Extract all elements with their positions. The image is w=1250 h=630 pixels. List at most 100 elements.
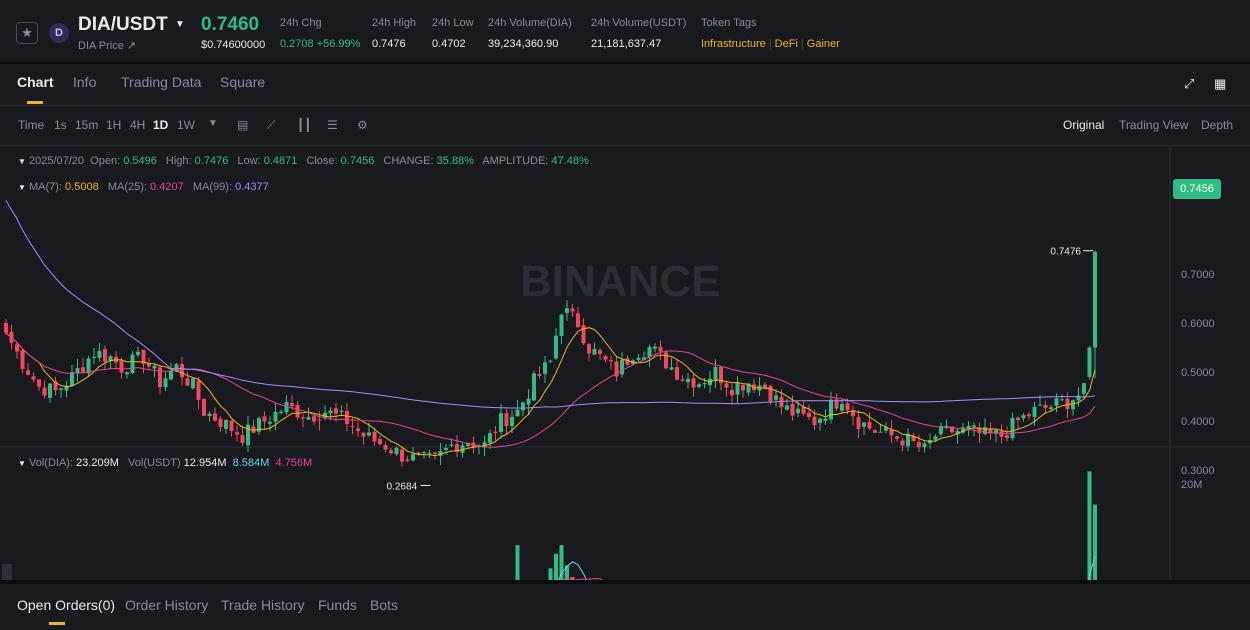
candle-body <box>202 398 206 416</box>
candle-body <box>229 420 234 431</box>
candle-body <box>466 443 470 447</box>
candle-body <box>829 399 833 420</box>
candle-body <box>713 367 718 382</box>
candle-body <box>570 308 575 312</box>
view-trading-view[interactable]: Trading View <box>1119 118 1189 132</box>
candle-body <box>1005 435 1009 439</box>
tab-square[interactable]: Square <box>220 74 266 90</box>
candle-body <box>97 351 102 358</box>
tab-info[interactable]: Info <box>73 74 97 90</box>
candle-body <box>345 411 349 425</box>
tab-bots[interactable]: Bots <box>370 597 399 613</box>
candle-body <box>185 378 190 386</box>
candle-body <box>878 431 883 433</box>
stat-24h-high: 24h High 0.7476 <box>372 17 417 50</box>
candle-body <box>680 379 685 381</box>
expand-icon[interactable]: ⤢ <box>1184 76 1195 91</box>
candle-body <box>449 444 454 446</box>
interval-1w[interactable]: 1W <box>177 118 195 132</box>
candle-body <box>834 399 839 409</box>
candle-body <box>658 346 663 352</box>
interval-dropdown-icon[interactable]: ▼ <box>208 118 218 129</box>
candle-body <box>653 346 657 349</box>
candle-body <box>70 372 74 387</box>
y-tick-label: 0.7000 <box>1181 269 1215 281</box>
tag-infrastructure[interactable]: Infrastructure <box>701 38 766 50</box>
candle-body <box>686 378 690 383</box>
token-tags: Token Tags Infrastructure | DeFi | Gainer <box>701 17 840 50</box>
pair-dropdown-caret-icon[interactable]: ▼ <box>175 19 185 30</box>
indicator-icon[interactable]: ⟋ <box>267 118 276 132</box>
calendar-icon[interactable]: ▤ <box>237 118 249 132</box>
candle-body <box>411 453 415 461</box>
candle-body <box>642 357 646 361</box>
ma7-line <box>5 327 1096 457</box>
candle-body <box>334 408 338 414</box>
tab-chart[interactable]: Chart <box>17 74 54 90</box>
candle-body <box>42 387 47 396</box>
candle-body <box>152 365 157 369</box>
candle-body <box>851 410 855 417</box>
candle-body <box>235 432 239 435</box>
candle-body <box>581 325 586 344</box>
candle-body <box>664 352 668 369</box>
ohlc-info-line: ▼ 2025/07/20 Open: 0.5496 High: 0.7476 L… <box>18 155 589 167</box>
interval-1h[interactable]: 1H <box>106 118 122 132</box>
time-label[interactable]: Time <box>18 118 45 132</box>
candle-body <box>515 409 520 417</box>
volume-bar <box>515 545 520 580</box>
coin-logo-icon: D <box>49 23 69 43</box>
tab-trading-data[interactable]: Trading Data <box>121 74 202 90</box>
candle-body <box>1065 398 1070 410</box>
candle-body <box>317 419 322 421</box>
candle-body <box>614 361 619 377</box>
candle-body <box>196 380 201 400</box>
interval-15m[interactable]: 15m <box>75 118 99 132</box>
stat-24h-change: 24h Chg 0.2708 +56.99% <box>280 17 361 50</box>
volume-bar <box>554 553 558 580</box>
tab-funds[interactable]: Funds <box>318 597 357 613</box>
candle-body <box>977 427 982 434</box>
candle-body <box>1054 398 1059 406</box>
candle-body <box>493 431 498 434</box>
candle-body <box>64 385 69 391</box>
candle-body <box>405 459 410 461</box>
price-chart[interactable]: BINANCE 0.3000 0.4000 0.5000 0.6000 0.7000 20M… <box>0 146 1250 580</box>
view-depth[interactable]: Depth <box>1201 118 1234 132</box>
volume-bar <box>559 545 564 580</box>
pair-name[interactable]: DIA/USDT <box>78 14 168 35</box>
tab-order-history[interactable]: Order History <box>125 597 209 613</box>
display-settings-icon[interactable]: ☰ <box>327 118 338 132</box>
candle-body <box>818 418 822 423</box>
candle-body <box>136 351 140 356</box>
candle-body <box>416 452 421 455</box>
tab-open-orders[interactable]: Open Orders(0) <box>17 597 116 613</box>
candle-type-icon[interactable]: ┃┃ <box>297 118 312 132</box>
candle-body <box>922 443 927 448</box>
candle-body <box>823 418 828 421</box>
candle-body <box>565 308 569 313</box>
gear-icon[interactable]: ⚙ <box>357 118 368 132</box>
tab-trade-history[interactable]: Trade History <box>221 597 305 613</box>
candle-body <box>295 404 300 418</box>
candle-body <box>1076 395 1081 401</box>
favorite-star-icon[interactable]: ★ <box>16 22 38 44</box>
interval-1s[interactable]: 1s <box>54 118 67 132</box>
layout-grid-icon[interactable]: ▦ <box>1214 76 1227 91</box>
coin-price-link[interactable]: DIA Price ↗ <box>78 40 137 52</box>
candle-body <box>873 430 877 433</box>
tag-defi[interactable]: DeFi <box>774 38 798 50</box>
volume-bar <box>548 568 553 580</box>
candle-body <box>719 367 723 384</box>
interval-1d[interactable]: 1D <box>153 118 169 132</box>
candle-body <box>158 367 162 388</box>
view-original[interactable]: Original <box>1063 118 1105 132</box>
candle-body <box>482 442 487 448</box>
candle-body <box>444 447 448 451</box>
tag-gainer[interactable]: Gainer <box>806 38 840 50</box>
interval-4h[interactable]: 4H <box>130 118 146 132</box>
candle-body <box>119 360 124 373</box>
candle-body <box>290 403 294 407</box>
ma99-line <box>5 200 1096 409</box>
candle-body <box>1082 383 1086 394</box>
